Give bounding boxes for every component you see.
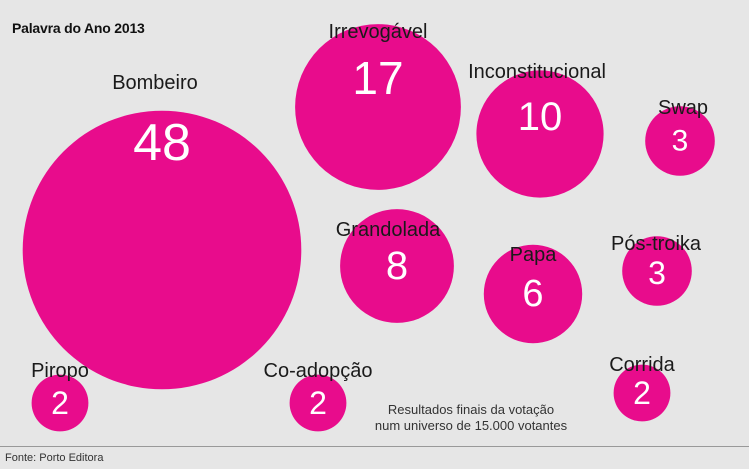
bubble-co-adopcao: [289, 374, 347, 432]
category-label-corrida: Corrida: [609, 354, 675, 376]
bubble-inconstitucional: [476, 70, 604, 198]
category-label-inconstitucional: Inconstitucional: [468, 61, 606, 83]
bubble-corrida: [613, 364, 671, 422]
category-label-swap: Swap: [658, 97, 708, 119]
value-label-co-adopcao: 2: [309, 385, 327, 421]
bubble-bombeiro: [22, 110, 302, 390]
value-label-irrevogavel: 17: [352, 52, 403, 104]
note-line-1: Resultados finais da votação: [387, 402, 555, 417]
source-credit: Fonte: Porto Editora: [5, 452, 104, 464]
category-label-grandolada: Grandolada: [336, 219, 441, 241]
category-label-co-adopcao: Co-adopção: [264, 360, 373, 382]
category-label-papa: Papa: [510, 244, 558, 266]
value-label-pos-troika: 3: [648, 255, 666, 291]
value-label-grandolada: 8: [386, 244, 408, 288]
value-label-papa: 6: [522, 273, 543, 315]
value-label-swap: 3: [672, 125, 689, 158]
category-label-piropo: Piropo: [31, 360, 89, 382]
value-label-corrida: 2: [633, 375, 651, 411]
bubble-irrevogavel: [295, 24, 461, 190]
category-label-bombeiro: Bombeiro: [112, 72, 198, 94]
note-line-2: num universo de 15.000 votantes: [374, 418, 568, 433]
bubble-grandolada: [340, 209, 454, 323]
chart-title: Palavra do Ano 2013: [12, 20, 145, 36]
bubble-swap: [645, 106, 715, 176]
value-label-bombeiro: 48: [133, 114, 191, 172]
bubble-pos-troika: [622, 236, 692, 306]
category-label-irrevogavel: Irrevogável: [329, 21, 428, 43]
footer-divider: [0, 446, 749, 447]
value-label-inconstitucional: 10: [518, 95, 563, 139]
bubble-papa: [483, 244, 583, 344]
value-label-piropo: 2: [51, 385, 69, 421]
bubble-piropo: [31, 374, 89, 432]
category-label-pos-troika: Pós-troika: [611, 233, 702, 255]
chart-note: Resultados finais da votação num univers…: [355, 402, 587, 434]
